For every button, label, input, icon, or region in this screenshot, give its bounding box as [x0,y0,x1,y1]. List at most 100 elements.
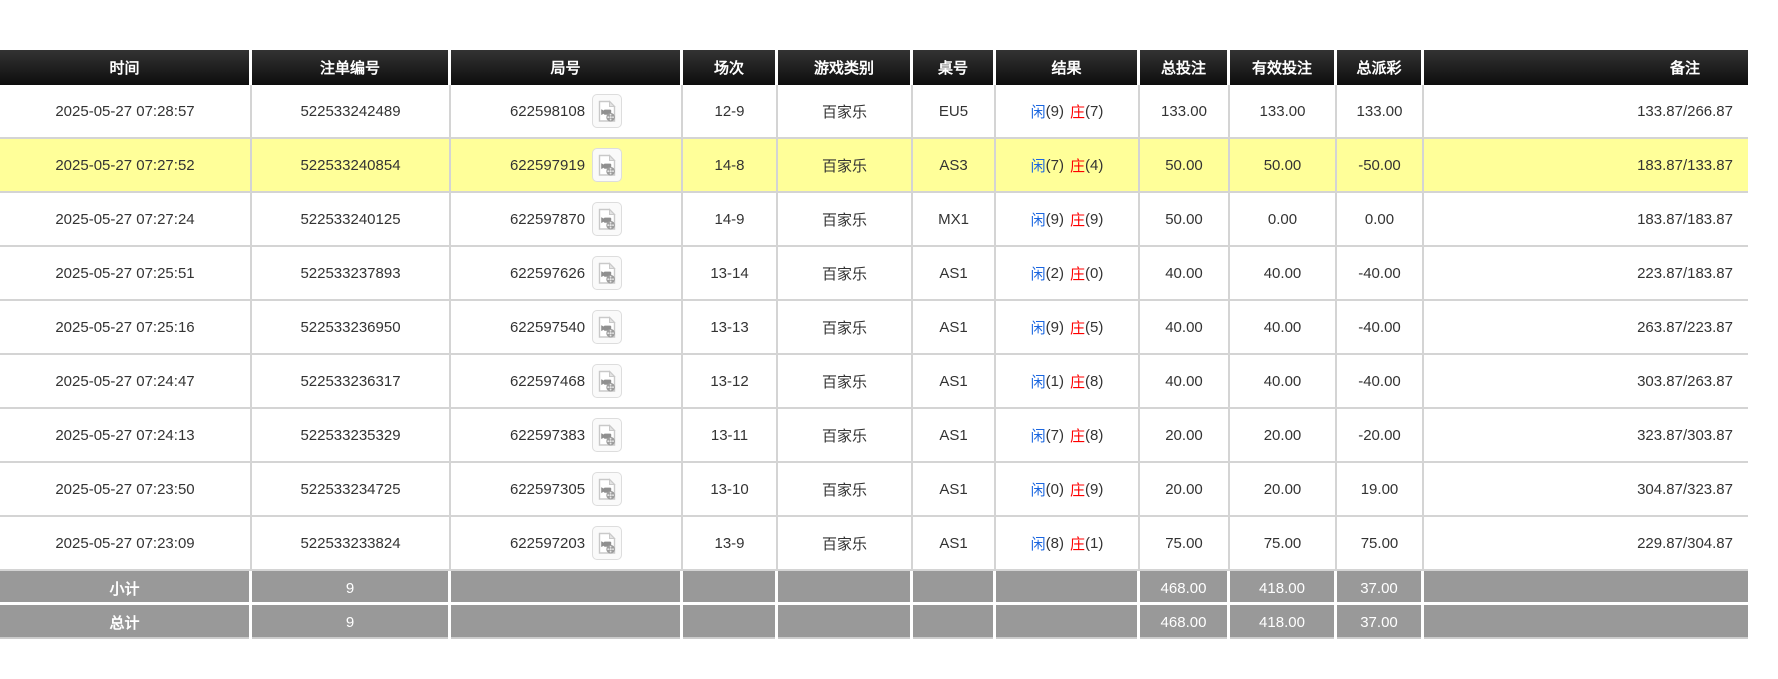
total-count: 9 [252,605,451,639]
total-empty-round [451,605,683,639]
cell-round: 622597870 [451,193,683,245]
cell-total-bet: 75.00 [1140,517,1230,569]
cell-result: 闲 (9) 庄 (9) [996,193,1140,245]
result-player-value: (8) [1045,534,1064,552]
total-valid-bet: 418.00 [1230,605,1337,639]
subtotal-empty-result [996,571,1140,605]
result-banker-label: 庄 [1070,373,1086,391]
cell-time: 2025-05-27 07:25:16 [0,301,252,353]
total-total-bet: 468.00 [1140,605,1230,639]
table-body: 2025-05-27 07:28:57 522533242489 6225981… [0,85,1748,571]
video-replay-button[interactable] [592,256,623,290]
table-row[interactable]: 2025-05-27 07:28:57 522533242489 6225981… [0,85,1748,139]
round-number: 622598108 [509,102,586,120]
table-row[interactable]: 2025-05-27 07:24:47 522533236317 6225974… [0,355,1748,409]
cell-session: 13-14 [683,247,778,299]
column-header-game-type: 游戏类别 [778,50,913,85]
cell-remark: 183.87/133.87 [1637,156,1733,174]
cell-bet-id: 522533242489 [252,85,451,137]
cell-time: 2025-05-27 07:23:50 [0,463,252,515]
video-replay-button[interactable] [592,418,623,452]
column-header-total-bet: 总投注 [1140,50,1230,85]
round-number: 622597468 [509,372,586,390]
video-replay-button[interactable] [592,472,623,506]
cell-remark: 229.87/304.87 [1637,534,1733,552]
result-player-value: (9) [1045,210,1064,228]
cell-game-type: 百家乐 [778,193,913,245]
cell-valid-bet: 75.00 [1230,517,1337,569]
video-replay-button[interactable] [592,310,623,344]
cell-game-type: 百家乐 [778,409,913,461]
table-row[interactable]: 2025-05-27 07:27:52 522533240854 6225979… [0,139,1748,193]
cell-valid-bet: 0.00 [1230,193,1337,245]
column-header-session: 场次 [683,50,778,85]
cell-game-type: 百家乐 [778,85,913,137]
cell-valid-bet: 20.00 [1230,463,1337,515]
table-row[interactable]: 2025-05-27 07:25:51 522533237893 6225976… [0,247,1748,301]
cell-session: 13-12 [683,355,778,407]
video-replay-button[interactable] [592,526,623,560]
result-banker-label: 庄 [1070,103,1086,121]
cell-remark: 223.87/183.87 [1637,264,1733,282]
result-banker-label: 庄 [1070,157,1086,175]
subtotal-payout: 37.00 [1337,571,1424,605]
cell-session: 13-10 [683,463,778,515]
table-row[interactable]: 2025-05-27 07:24:13 522533235329 6225973… [0,409,1748,463]
table-row[interactable]: 2025-05-27 07:25:16 522533236950 6225975… [0,301,1748,355]
round-number: 622597305 [509,480,586,498]
subtotal-count: 9 [252,571,451,605]
cell-round: 622597919 [451,139,683,191]
column-header-time: 时间 [0,50,252,85]
cell-payout: -40.00 [1337,247,1424,299]
video-replay-icon [598,207,616,230]
cell-round: 622598108 [451,85,683,137]
cell-game-type: 百家乐 [778,355,913,407]
column-header-valid-bet: 有效投注 [1230,50,1337,85]
result-player-label: 闲 [1030,481,1046,499]
total-empty-game-type [778,605,913,639]
cell-bet-id: 522533233824 [252,517,451,569]
cell-time: 2025-05-27 07:25:51 [0,247,252,299]
cell-time: 2025-05-27 07:23:09 [0,517,252,569]
video-replay-icon [598,477,616,500]
cell-round: 622597305 [451,463,683,515]
video-replay-button[interactable] [592,94,623,128]
table-row[interactable]: 2025-05-27 07:27:24 522533240125 6225978… [0,193,1748,247]
table-row[interactable]: 2025-05-27 07:23:09 522533233824 6225972… [0,517,1748,571]
cell-round: 622597540 [451,301,683,353]
subtotal-row: 小计 9 468.00 418.00 37.00 [0,571,1748,605]
result-banker-label: 庄 [1070,427,1086,445]
result-player-value: (9) [1045,102,1064,120]
column-header-table-no: 桌号 [913,50,996,85]
cell-bet-id: 522533240854 [252,139,451,191]
result-banker-label: 庄 [1070,265,1086,283]
cell-bet-id: 522533240125 [252,193,451,245]
cell-time: 2025-05-27 07:28:57 [0,85,252,137]
result-player-label: 闲 [1030,157,1046,175]
total-empty-session [683,605,778,639]
video-replay-button[interactable] [592,364,623,398]
result-banker-value: (4) [1085,156,1104,174]
video-replay-icon [598,423,616,446]
subtotal-empty-remark [1424,571,1748,605]
video-replay-button[interactable] [592,148,623,182]
cell-session: 12-9 [683,85,778,137]
cell-round: 622597468 [451,355,683,407]
result-banker-value: (1) [1085,534,1104,552]
column-header-remark: 备注 [1669,60,1700,77]
video-replay-button[interactable] [592,202,623,236]
total-empty-table-no [913,605,996,639]
column-header-result: 结果 [996,50,1140,85]
column-header-bet-id: 注单编号 [252,50,451,85]
round-number: 622597919 [509,156,586,174]
cell-result: 闲 (9) 庄 (5) [996,301,1140,353]
result-banker-label: 庄 [1070,211,1086,229]
cell-round: 622597626 [451,247,683,299]
cell-time: 2025-05-27 07:27:52 [0,139,252,191]
total-empty-result [996,605,1140,639]
round-number: 622597540 [509,318,586,336]
result-banker-label: 庄 [1070,481,1086,499]
table-row[interactable]: 2025-05-27 07:23:50 522533234725 6225973… [0,463,1748,517]
column-header-payout: 总派彩 [1337,50,1424,85]
cell-result: 闲 (2) 庄 (0) [996,247,1140,299]
